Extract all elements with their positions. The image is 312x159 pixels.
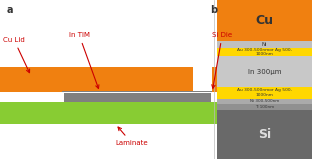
Text: In TIM: In TIM [69,32,99,88]
Text: Si Die: Si Die [212,32,232,88]
Text: Au 300-500nmor Ag 500-
1000nm: Au 300-500nmor Ag 500- 1000nm [237,48,292,56]
Bar [61,92,214,93]
Bar [0,67,193,92]
Text: Si: Si [258,128,271,141]
Bar [0,0,217,159]
Bar [211,92,214,103]
Text: Laminate: Laminate [115,127,148,146]
Text: Ni: Ni [262,42,267,47]
Text: b: b [211,5,218,15]
Text: Ni 300-500nm: Ni 300-500nm [250,99,279,104]
Bar [217,41,312,48]
Bar [212,67,312,92]
Text: Au 300-500nmor Ag 500-
1000nm: Au 300-500nmor Ag 500- 1000nm [237,88,292,97]
Bar [217,104,312,110]
Text: a: a [6,5,13,15]
Bar [217,56,312,87]
Bar [61,92,64,103]
Bar [0,102,312,124]
Bar [217,48,312,56]
Text: Cu: Cu [256,14,273,27]
Bar [217,99,312,104]
Text: In 300μm: In 300μm [248,69,281,75]
Bar [217,0,312,41]
Bar [217,110,312,159]
Text: Ti 100nm: Ti 100nm [255,105,274,109]
Bar [61,102,214,103]
Text: Cu Lid: Cu Lid [3,37,30,73]
Bar [62,91,212,103]
Bar [217,87,312,99]
